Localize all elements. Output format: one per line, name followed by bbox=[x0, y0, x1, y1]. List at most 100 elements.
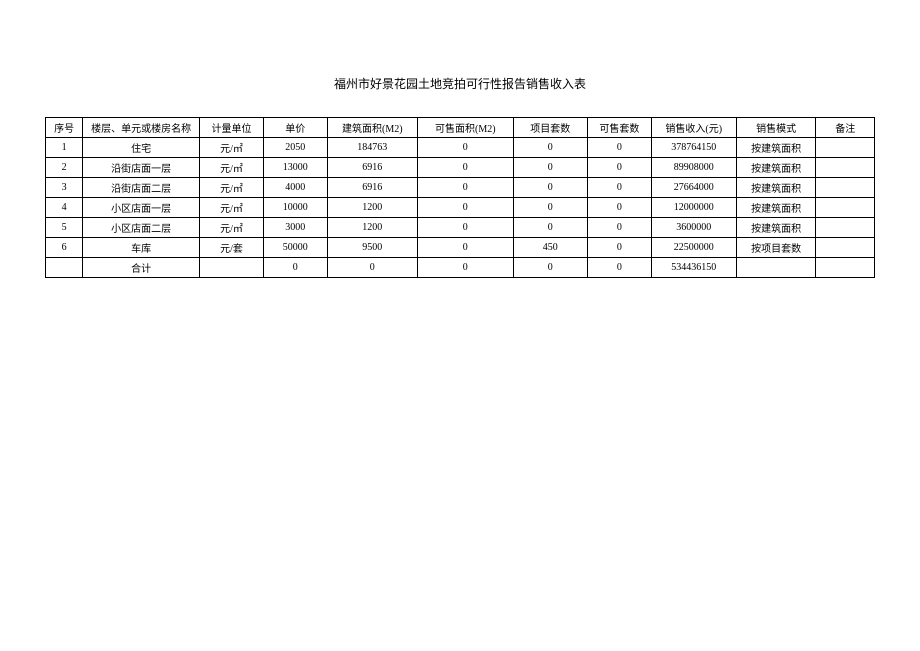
cell-mode bbox=[736, 258, 816, 278]
cell-sell-area: 0 bbox=[417, 258, 513, 278]
cell-build-area: 1200 bbox=[327, 198, 417, 218]
cell-build-area: 6916 bbox=[327, 178, 417, 198]
cell-seq: 4 bbox=[46, 198, 83, 218]
cell-mode: 按建筑面积 bbox=[736, 178, 816, 198]
cell-mode: 按建筑面积 bbox=[736, 158, 816, 178]
cell-item-count: 0 bbox=[513, 218, 587, 238]
cell-revenue: 378764150 bbox=[651, 138, 736, 158]
cell-price: 0 bbox=[263, 258, 327, 278]
table-row: 6 车库 元/套 50000 9500 0 450 0 22500000 按项目… bbox=[46, 238, 875, 258]
cell-unit: 元/㎡ bbox=[200, 198, 264, 218]
cell-unit: 元/㎡ bbox=[200, 218, 264, 238]
cell-sell-area: 0 bbox=[417, 238, 513, 258]
cell-sell-count: 0 bbox=[587, 138, 651, 158]
cell-name: 沿街店面二层 bbox=[83, 178, 200, 198]
cell-price: 4000 bbox=[263, 178, 327, 198]
cell-item-count: 0 bbox=[513, 138, 587, 158]
cell-seq: 3 bbox=[46, 178, 83, 198]
sales-revenue-table: 序号 楼层、单元或楼房名称 计量单位 单价 建筑面积(M2) 可售面积(M2) … bbox=[45, 117, 875, 278]
header-item-count: 项目套数 bbox=[513, 118, 587, 138]
cell-item-count: 450 bbox=[513, 238, 587, 258]
cell-remark bbox=[816, 178, 875, 198]
cell-item-count: 0 bbox=[513, 178, 587, 198]
cell-build-area: 184763 bbox=[327, 138, 417, 158]
header-name: 楼层、单元或楼房名称 bbox=[83, 118, 200, 138]
cell-item-count: 0 bbox=[513, 258, 587, 278]
cell-item-count: 0 bbox=[513, 158, 587, 178]
table-row: 4 小区店面一层 元/㎡ 10000 1200 0 0 0 12000000 按… bbox=[46, 198, 875, 218]
cell-build-area: 0 bbox=[327, 258, 417, 278]
cell-revenue: 27664000 bbox=[651, 178, 736, 198]
cell-mode: 按建筑面积 bbox=[736, 138, 816, 158]
cell-sell-area: 0 bbox=[417, 138, 513, 158]
cell-sell-area: 0 bbox=[417, 198, 513, 218]
cell-unit bbox=[200, 258, 264, 278]
header-seq: 序号 bbox=[46, 118, 83, 138]
cell-sell-count: 0 bbox=[587, 238, 651, 258]
table-body: 1 住宅 元/㎡ 2050 184763 0 0 0 378764150 按建筑… bbox=[46, 138, 875, 278]
cell-revenue: 89908000 bbox=[651, 158, 736, 178]
cell-sell-count: 0 bbox=[587, 178, 651, 198]
cell-unit: 元/㎡ bbox=[200, 178, 264, 198]
header-sell-area: 可售面积(M2) bbox=[417, 118, 513, 138]
cell-mode: 按项目套数 bbox=[736, 238, 816, 258]
cell-seq: 6 bbox=[46, 238, 83, 258]
cell-name: 住宅 bbox=[83, 138, 200, 158]
header-build-area: 建筑面积(M2) bbox=[327, 118, 417, 138]
cell-seq: 5 bbox=[46, 218, 83, 238]
page-container: 福州市好景花园土地竞拍可行性报告销售收入表 序号 楼层、单元或楼房名称 计量单位… bbox=[0, 0, 920, 278]
cell-remark bbox=[816, 218, 875, 238]
cell-name: 小区店面一层 bbox=[83, 198, 200, 218]
cell-price: 13000 bbox=[263, 158, 327, 178]
cell-sell-count: 0 bbox=[587, 158, 651, 178]
cell-mode: 按建筑面积 bbox=[736, 198, 816, 218]
cell-revenue: 22500000 bbox=[651, 238, 736, 258]
table-row-total: 合计 0 0 0 0 0 534436150 bbox=[46, 258, 875, 278]
table-row: 2 沿街店面一层 元/㎡ 13000 6916 0 0 0 89908000 按… bbox=[46, 158, 875, 178]
cell-build-area: 6916 bbox=[327, 158, 417, 178]
cell-price: 2050 bbox=[263, 138, 327, 158]
cell-sell-area: 0 bbox=[417, 218, 513, 238]
cell-name: 沿街店面一层 bbox=[83, 158, 200, 178]
cell-revenue: 12000000 bbox=[651, 198, 736, 218]
header-mode: 销售模式 bbox=[736, 118, 816, 138]
cell-build-area: 9500 bbox=[327, 238, 417, 258]
cell-seq: 2 bbox=[46, 158, 83, 178]
cell-remark bbox=[816, 238, 875, 258]
cell-sell-area: 0 bbox=[417, 158, 513, 178]
cell-sell-area: 0 bbox=[417, 178, 513, 198]
table-row: 1 住宅 元/㎡ 2050 184763 0 0 0 378764150 按建筑… bbox=[46, 138, 875, 158]
cell-name: 小区店面二层 bbox=[83, 218, 200, 238]
cell-unit: 元/㎡ bbox=[200, 138, 264, 158]
cell-remark bbox=[816, 198, 875, 218]
cell-remark bbox=[816, 258, 875, 278]
cell-price: 10000 bbox=[263, 198, 327, 218]
header-unit: 计量单位 bbox=[200, 118, 264, 138]
cell-unit: 元/㎡ bbox=[200, 158, 264, 178]
cell-price: 3000 bbox=[263, 218, 327, 238]
table-row: 5 小区店面二层 元/㎡ 3000 1200 0 0 0 3600000 按建筑… bbox=[46, 218, 875, 238]
cell-sell-count: 0 bbox=[587, 258, 651, 278]
cell-price: 50000 bbox=[263, 238, 327, 258]
page-title: 福州市好景花园土地竞拍可行性报告销售收入表 bbox=[45, 75, 875, 92]
header-remark: 备注 bbox=[816, 118, 875, 138]
header-revenue: 销售收入(元) bbox=[651, 118, 736, 138]
cell-sell-count: 0 bbox=[587, 198, 651, 218]
cell-mode: 按建筑面积 bbox=[736, 218, 816, 238]
cell-seq bbox=[46, 258, 83, 278]
cell-remark bbox=[816, 158, 875, 178]
cell-item-count: 0 bbox=[513, 198, 587, 218]
cell-revenue: 3600000 bbox=[651, 218, 736, 238]
cell-revenue: 534436150 bbox=[651, 258, 736, 278]
header-sell-count: 可售套数 bbox=[587, 118, 651, 138]
cell-sell-count: 0 bbox=[587, 218, 651, 238]
table-row: 3 沿街店面二层 元/㎡ 4000 6916 0 0 0 27664000 按建… bbox=[46, 178, 875, 198]
table-header-row: 序号 楼层、单元或楼房名称 计量单位 单价 建筑面积(M2) 可售面积(M2) … bbox=[46, 118, 875, 138]
header-price: 单价 bbox=[263, 118, 327, 138]
cell-seq: 1 bbox=[46, 138, 83, 158]
cell-name: 车库 bbox=[83, 238, 200, 258]
cell-name: 合计 bbox=[83, 258, 200, 278]
cell-unit: 元/套 bbox=[200, 238, 264, 258]
cell-build-area: 1200 bbox=[327, 218, 417, 238]
cell-remark bbox=[816, 138, 875, 158]
